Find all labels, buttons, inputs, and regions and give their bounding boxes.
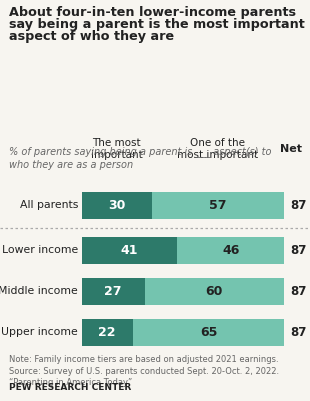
Text: Net: Net [280,144,302,154]
Bar [82,237,177,264]
Text: 41: 41 [121,244,138,257]
Text: 87: 87 [290,244,307,257]
Text: 27: 27 [104,285,122,298]
Text: most important: most important [177,150,259,160]
Bar [177,237,284,264]
Bar [133,319,284,346]
Text: All parents: All parents [20,200,78,210]
Text: % of parents saying being a parent is ___ aspect(s) to
who they are as a person: % of parents saying being a parent is __… [9,146,272,170]
Text: Note: Family income tiers are based on adjusted 2021 earnings.
Source: Survey of: Note: Family income tiers are based on a… [9,355,279,387]
Text: 87: 87 [290,326,307,339]
Bar [82,319,133,346]
Text: About four-in-ten lower-income parents: About four-in-ten lower-income parents [9,6,296,19]
Text: 30: 30 [108,199,125,212]
Text: aspect of who they are: aspect of who they are [9,30,175,43]
Text: 22: 22 [99,326,116,339]
Text: 87: 87 [290,199,307,212]
Text: One of the: One of the [190,138,246,148]
Bar [82,278,144,305]
Text: Upper income: Upper income [1,327,78,337]
Text: 65: 65 [200,326,217,339]
Text: PEW RESEARCH CENTER: PEW RESEARCH CENTER [9,383,131,392]
Text: 87: 87 [290,285,307,298]
Bar [144,278,284,305]
Bar [152,192,284,219]
Text: 60: 60 [206,285,223,298]
Text: Middle income: Middle income [0,286,78,296]
Text: 46: 46 [222,244,239,257]
Text: important: important [91,150,142,160]
Text: Lower income: Lower income [2,245,78,255]
Text: 57: 57 [209,199,227,212]
Bar [82,192,152,219]
Text: The most: The most [92,138,141,148]
Text: say being a parent is the most important: say being a parent is the most important [9,18,305,31]
